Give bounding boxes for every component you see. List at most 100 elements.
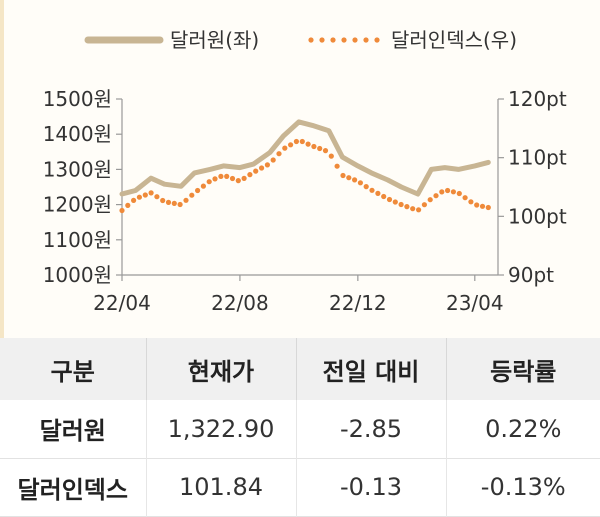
dxy-point: [399, 202, 404, 207]
dxy-point: [340, 173, 345, 178]
dxy-point: [288, 142, 293, 147]
dxy-point: [358, 180, 363, 185]
dxy-point: [346, 175, 351, 180]
dxy-point: [480, 204, 485, 209]
dxy-point: [364, 184, 369, 189]
y-left-tick-label: 1100원: [43, 228, 112, 252]
dxy-point: [422, 202, 427, 207]
dxy-point: [410, 206, 415, 211]
dxy-point: [457, 191, 462, 196]
header-current-price: 현재가: [146, 338, 296, 400]
dxy-point: [282, 146, 287, 151]
dxy-point: [131, 198, 136, 203]
y-right-tick-label: 90pt: [508, 263, 554, 287]
y-right-tick-label: 110pt: [508, 146, 567, 170]
dxy-point: [125, 203, 130, 208]
cell-daily-change: -2.85: [296, 400, 446, 458]
dxy-point: [137, 195, 142, 200]
dxy-point: [381, 194, 386, 199]
dxy-point: [451, 189, 456, 194]
cell-current-price: 101.84: [146, 458, 296, 516]
x-tick-label: 23/04: [446, 291, 504, 315]
legend-dxy-label: 달러인덱스(우): [391, 28, 517, 52]
dxy-point: [276, 151, 281, 156]
dxy-point: [143, 192, 148, 197]
cell-change-rate: 0.22%: [446, 400, 600, 458]
dxy-point: [119, 208, 124, 213]
cell-current-price: 1,322.90: [146, 400, 296, 458]
dxy-point: [387, 197, 392, 202]
dxy-point: [300, 139, 305, 144]
row-name-krw: 달러원: [0, 400, 146, 458]
dxy-point: [189, 193, 194, 198]
series-dxy: [119, 139, 491, 213]
dxy-point: [212, 176, 217, 181]
series-krw: [122, 122, 489, 194]
dxy-point: [375, 191, 380, 196]
dxy-point: [236, 178, 241, 183]
y-left-tick-label: 1500원: [43, 87, 112, 111]
dxy-point: [404, 204, 409, 209]
dxy-point: [224, 174, 229, 179]
dxy-point: [166, 200, 171, 205]
dxy-point: [207, 179, 212, 184]
dxy-point: [178, 202, 183, 207]
y-right-tick-label: 120pt: [508, 87, 567, 111]
dxy-point: [253, 169, 258, 174]
legend-krw-label: 달러원(좌): [170, 28, 259, 52]
table-header-row: 구분 현재가 전일 대비 등락률: [0, 338, 600, 400]
dxy-point: [445, 188, 450, 193]
dxy-point: [294, 139, 299, 144]
dxy-point: [149, 190, 154, 195]
dxy-point: [416, 207, 421, 212]
dxy-point: [486, 205, 491, 210]
dxy-point: [160, 198, 165, 203]
legend: 달러원(좌) 달러인덱스(우): [88, 28, 517, 52]
cell-change-rate: -0.13%: [446, 458, 600, 516]
table-row: 달러인덱스 101.84 -0.13 -0.13%: [0, 458, 600, 516]
dxy-point: [195, 188, 200, 193]
x-tick-label: 22/04: [93, 291, 151, 315]
header-daily-change: 전일 대비: [296, 338, 446, 400]
dxy-point: [218, 174, 223, 179]
krw-line: [122, 122, 488, 194]
dxy-point: [317, 146, 322, 151]
y-right-ticks: 90pt 100pt 110pt 120pt: [498, 87, 567, 287]
row-name-dxy: 달러인덱스: [0, 458, 146, 516]
dxy-point: [352, 177, 357, 182]
dxy-point: [201, 184, 206, 189]
dxy-point: [230, 176, 235, 181]
legend-dxy-swatch: [308, 37, 379, 42]
table-row: 달러원 1,322.90 -2.85 0.22%: [0, 400, 600, 458]
dxy-point: [247, 172, 252, 177]
fx-chart: 달러원(좌) 달러인덱스(우) 1000원1100원1200원1300원1400…: [0, 0, 600, 338]
dxy-point: [463, 195, 468, 200]
dxy-point: [311, 144, 316, 149]
dxy-point: [369, 188, 374, 193]
header-category: 구분: [0, 338, 146, 400]
y-left-tick-label: 1000원: [43, 263, 112, 287]
dxy-point: [306, 142, 311, 147]
dxy-point: [468, 199, 473, 204]
y-left-tick-label: 1400원: [43, 122, 112, 146]
dxy-point: [154, 194, 159, 199]
dxy-point: [271, 157, 276, 162]
dxy-point: [433, 193, 438, 198]
x-ticks: 22/04 22/08 22/12 23/04: [93, 275, 503, 315]
dxy-point: [242, 176, 247, 181]
dxy-point: [335, 164, 340, 169]
fx-table: 구분 현재가 전일 대비 등락률 달러원 1,322.90 -2.85 0.22…: [0, 338, 600, 517]
x-tick-label: 22/12: [329, 291, 387, 315]
x-tick-label: 22/08: [211, 291, 269, 315]
dxy-point: [474, 202, 479, 207]
dxy-point: [428, 197, 433, 202]
dxy-point: [393, 199, 398, 204]
dxy-point: [329, 154, 334, 159]
y-left-tick-label: 1200원: [43, 193, 112, 217]
y-right-tick-label: 100pt: [508, 204, 567, 228]
dxy-point: [439, 189, 444, 194]
dxy-point: [172, 201, 177, 206]
dxy-point: [323, 148, 328, 153]
